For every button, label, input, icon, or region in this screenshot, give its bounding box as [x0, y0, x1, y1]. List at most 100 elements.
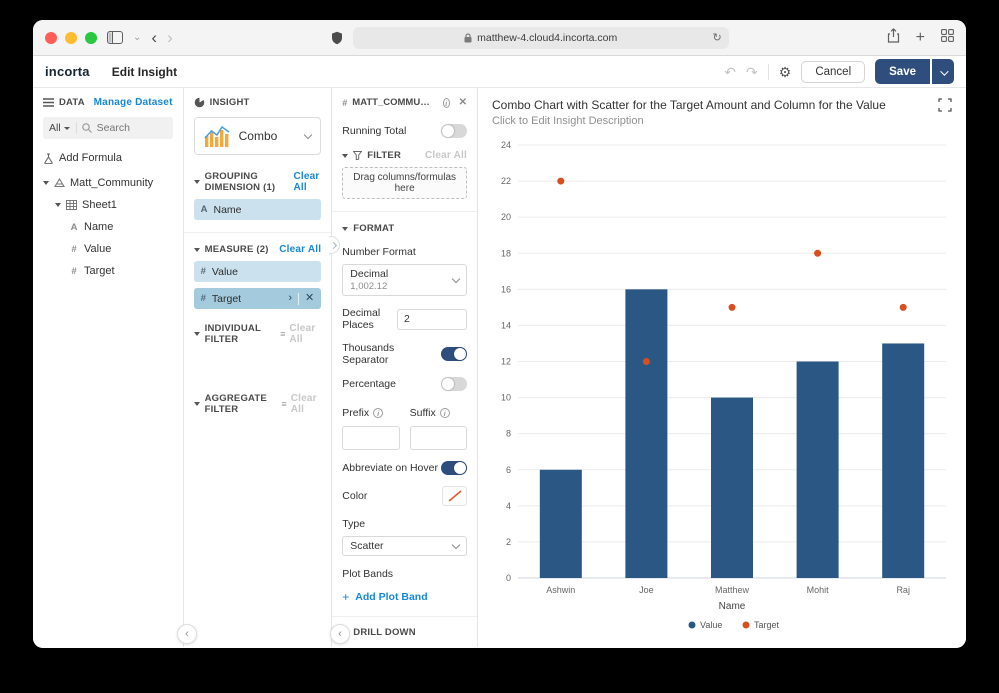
- search-scope-dropdown[interactable]: All: [49, 122, 77, 134]
- tab-overview-icon[interactable]: [941, 28, 954, 47]
- divider: [183, 232, 332, 233]
- individual-filter-clear-link[interactable]: Clear All: [289, 323, 316, 345]
- manage-dataset-link[interactable]: Manage Dataset: [93, 97, 173, 108]
- properties-panel-title: MATT_COMMUNITY.SHEET1...: [352, 97, 436, 108]
- redo-icon[interactable]: ↷: [746, 63, 758, 80]
- percentage-toggle[interactable]: [441, 377, 467, 391]
- kebab-menu-icon[interactable]: ⋮: [177, 121, 183, 135]
- measure-pill-value[interactable]: # Value: [193, 261, 322, 282]
- caret-down-icon[interactable]: [193, 180, 200, 184]
- caret-down-icon[interactable]: [193, 247, 200, 252]
- tree-item-column[interactable]: # Target: [43, 265, 173, 277]
- svg-text:18: 18: [501, 248, 511, 258]
- close-window-button[interactable]: [45, 31, 57, 44]
- filter-clear-all-link[interactable]: Clear All: [424, 150, 467, 161]
- search-input[interactable]: [96, 122, 167, 134]
- chart-type-value: Combo: [238, 129, 278, 143]
- grouping-dimension-label: GROUPING DIMENSION (1): [204, 171, 276, 193]
- header-divider: [767, 63, 769, 80]
- number-format-select[interactable]: Decimal 1,002.12: [342, 264, 467, 296]
- thousands-separator-toggle[interactable]: [441, 347, 467, 361]
- close-icon[interactable]: ✕: [458, 97, 467, 108]
- type-select[interactable]: Scatter: [342, 536, 467, 556]
- collapse-data-panel-button[interactable]: ‹: [177, 624, 197, 644]
- search-icon: [81, 123, 92, 133]
- add-formula-label: Add Formula: [59, 152, 122, 164]
- forward-button[interactable]: ›: [167, 28, 173, 47]
- pill-remove-icon[interactable]: ✕: [305, 292, 315, 304]
- url-bar[interactable]: matthew-4.cloud4.incorta.com ↻: [352, 26, 729, 49]
- collapse-insight-panel-button[interactable]: ‹: [330, 624, 350, 644]
- aggregate-filter-clear-link[interactable]: Clear All: [290, 393, 317, 415]
- chevron-down-icon: [940, 67, 949, 76]
- svg-text:Ashwin: Ashwin: [546, 585, 575, 595]
- undo-icon[interactable]: ↶: [724, 63, 737, 80]
- sidebar-toggle-icon[interactable]: [107, 31, 123, 44]
- tree-item-column[interactable]: # Value: [43, 243, 173, 255]
- insight-title[interactable]: Combo Chart with Scatter for the Target …: [492, 98, 886, 112]
- app-header: incorta Edit Insight ↶ ↷ ⚙ Cancel Save: [33, 56, 966, 88]
- number-format-label: Number Format: [342, 246, 416, 258]
- add-formula-item[interactable]: Add Formula: [43, 152, 173, 164]
- filter-dropzone[interactable]: Drag columns/formulas here: [342, 167, 467, 199]
- chevron-down-icon: [63, 126, 70, 130]
- svg-text:0: 0: [506, 573, 511, 583]
- incorta-logo[interactable]: incorta: [45, 64, 90, 79]
- window-controls[interactable]: [45, 31, 97, 44]
- search-box: All: [43, 117, 173, 139]
- settings-gear-icon[interactable]: ⚙: [778, 63, 792, 80]
- insight-description[interactable]: Click to Edit Insight Description: [492, 115, 644, 127]
- filter-list-icon: ≡: [280, 329, 285, 339]
- tree-item-table[interactable]: Sheet1: [43, 199, 173, 211]
- new-tab-icon[interactable]: +: [915, 28, 925, 46]
- caret-down-icon[interactable]: [193, 402, 200, 406]
- caret-down-icon[interactable]: [55, 203, 61, 207]
- share-icon[interactable]: [887, 27, 900, 48]
- zoom-window-button[interactable]: [85, 31, 97, 44]
- grouping-pill-name[interactable]: A Name: [193, 199, 322, 220]
- caret-down-icon[interactable]: [342, 153, 349, 158]
- add-plot-band-link[interactable]: + Add Plot Band: [342, 590, 467, 604]
- reload-icon[interactable]: ↻: [712, 32, 722, 44]
- grouping-clear-all-link[interactable]: Clear All: [293, 171, 320, 193]
- add-plot-band-label: Add Plot Band: [355, 591, 428, 603]
- save-options-button[interactable]: [932, 59, 954, 84]
- tree-item-column[interactable]: A Name: [43, 221, 173, 233]
- info-icon[interactable]: i: [373, 408, 384, 418]
- filter-list-icon: ≡: [281, 399, 286, 409]
- fullscreen-icon[interactable]: [938, 98, 952, 117]
- svg-text:16: 16: [501, 284, 511, 294]
- formula-icon: [44, 152, 53, 164]
- minimize-window-button[interactable]: [65, 31, 77, 44]
- pill-label: Name: [213, 203, 242, 216]
- caret-down-icon[interactable]: [193, 332, 200, 336]
- decimal-places-input[interactable]: [397, 308, 467, 330]
- browser-chrome: ⌄ ‹ › matthew-4.cloud4.incorta.com ↻ +: [33, 20, 966, 56]
- caret-down-icon[interactable]: [43, 181, 49, 185]
- number-type-icon: #: [342, 97, 348, 108]
- info-icon[interactable]: i: [439, 408, 450, 418]
- running-total-toggle[interactable]: [441, 124, 467, 138]
- table-icon: [66, 200, 77, 210]
- caret-down-icon[interactable]: [342, 226, 349, 231]
- color-picker-button[interactable]: [442, 486, 467, 506]
- cancel-button[interactable]: Cancel: [801, 60, 866, 83]
- privacy-shield-icon[interactable]: [331, 31, 343, 45]
- svg-text:22: 22: [501, 176, 511, 186]
- measure-pill-target[interactable]: # Target › ✕: [193, 288, 322, 309]
- string-type-icon: A: [200, 204, 208, 215]
- info-icon[interactable]: i: [442, 97, 450, 108]
- browser-window: ⌄ ‹ › matthew-4.cloud4.incorta.com ↻ +: [33, 20, 966, 648]
- measure-clear-all-link[interactable]: Clear All: [279, 244, 322, 255]
- chart-type-select[interactable]: Combo: [193, 117, 322, 155]
- pill-expand-icon[interactable]: ›: [288, 292, 293, 304]
- suffix-input[interactable]: [409, 426, 468, 450]
- tree-item-schema[interactable]: Matt_Community: [43, 177, 173, 189]
- prefix-input[interactable]: [342, 426, 400, 450]
- save-button[interactable]: Save: [875, 59, 930, 84]
- chevron-down-icon[interactable]: ⌄: [133, 32, 142, 43]
- back-button[interactable]: ‹: [151, 28, 158, 47]
- abbreviate-on-hover-toggle[interactable]: [441, 461, 467, 475]
